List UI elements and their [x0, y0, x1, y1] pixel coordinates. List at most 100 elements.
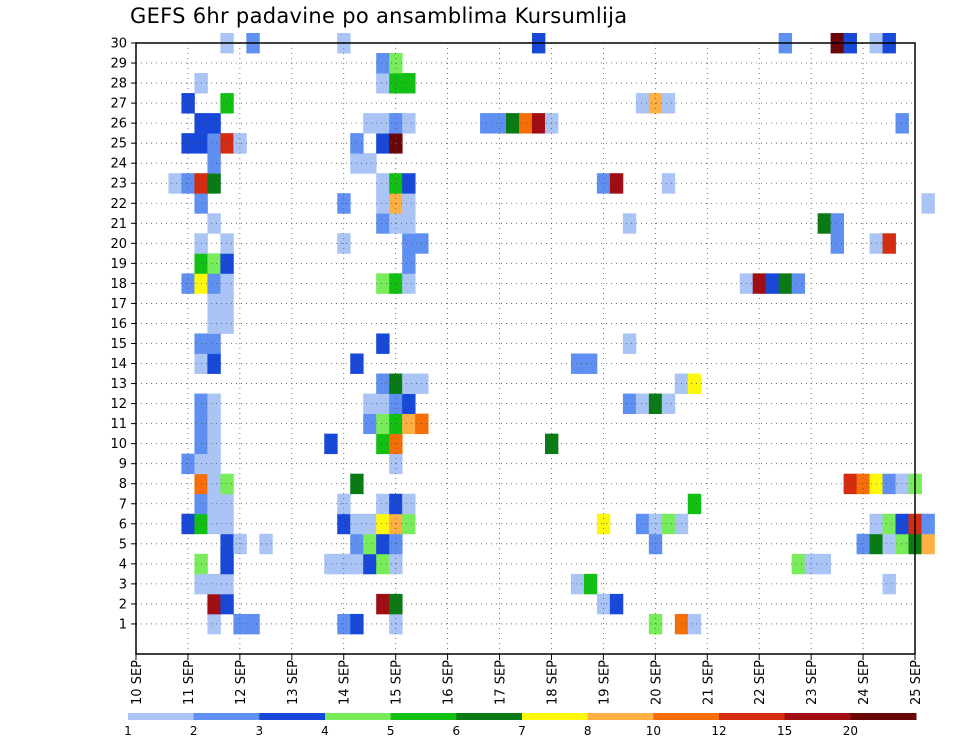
colorbar-swatch [390, 713, 457, 720]
heatmap-cell [635, 513, 650, 535]
heatmap-cell [402, 413, 416, 435]
heatmap-cell [843, 473, 857, 495]
y-tick-label: 14 [110, 357, 127, 372]
colorbar-swatch [128, 713, 195, 720]
heatmap-cell [220, 473, 234, 495]
heatmap-cell [207, 613, 221, 635]
heatmap-cell [817, 553, 832, 575]
y-tick-label: 6 [119, 517, 127, 532]
x-tick-label: 10 SEP [130, 660, 145, 705]
heatmap-cell [376, 113, 390, 134]
heatmap-cell [233, 613, 247, 635]
chart-title: GEFS 6hr padavine po ansamblima Kursumli… [130, 4, 628, 28]
heatmap-cell [376, 593, 390, 615]
heatmap-cell [622, 393, 637, 414]
heatmap-cell [376, 493, 390, 515]
heatmap-cell [376, 513, 390, 535]
plot-frame [135, 42, 916, 655]
x-tick-label: 14 SEP [338, 660, 353, 705]
heatmap-cell [363, 113, 377, 134]
y-tick-label: 21 [110, 217, 127, 232]
x-tick-label: 19 SEP [597, 660, 612, 705]
y-tick-label: 11 [110, 417, 127, 432]
y-tick-label: 27 [110, 97, 127, 112]
heatmap-cell [506, 113, 520, 134]
x-tick-label: 16 SEP [442, 660, 457, 705]
heatmap-cell [220, 533, 234, 555]
heatmap-cell [207, 453, 221, 475]
heatmap-cell [220, 553, 234, 575]
y-tick-label: 1 [119, 617, 127, 632]
heatmap-cell [389, 613, 403, 635]
heatmap-cell [402, 513, 416, 535]
y-tick-label: 25 [110, 137, 127, 152]
heatmap-cell [220, 233, 234, 254]
y-tick-label: 29 [110, 57, 127, 72]
heatmap-cell [895, 473, 909, 495]
colorbar-label: 1 [124, 724, 132, 738]
colorbar-label: 2 [190, 724, 198, 738]
y-tick-label: 13 [110, 377, 127, 392]
colorbar-label: 8 [584, 724, 592, 738]
heatmap-cell [882, 533, 896, 555]
heatmap-cell [622, 213, 637, 234]
heatmap-cell [830, 213, 844, 234]
colorbar-label: 20 [843, 724, 858, 738]
heatmap-cell [207, 113, 221, 134]
colorbar-label: 3 [256, 724, 264, 738]
y-tick-label: 12 [110, 397, 127, 412]
heatmap-cell [687, 493, 702, 515]
y-tick-label: 10 [110, 437, 127, 452]
heatmap-cell [376, 53, 390, 74]
heatmap-cell [402, 253, 416, 274]
heatmap-cell [661, 93, 676, 114]
heatmap-cell [570, 573, 585, 595]
heatmap-cell [376, 273, 390, 294]
colorbar-label: 10 [646, 724, 661, 738]
heatmap-cell [220, 513, 234, 535]
x-tick-label: 24 SEP [857, 660, 872, 705]
heatmap-cell [376, 433, 390, 455]
heatmap-cell [402, 393, 416, 414]
heatmap-cell [324, 433, 338, 455]
heatmap-cell [402, 193, 416, 214]
y-tick-label: 20 [110, 237, 127, 252]
heatmap-cell [207, 593, 221, 615]
colorbar-legend: 1 2 3 4 5 6 7 8 10 12 15 20 [124, 713, 917, 738]
heatmap-cell [635, 393, 650, 414]
heatmap-cell [402, 173, 416, 194]
heatmap-cell [402, 113, 416, 134]
colorbar-swatch [259, 713, 326, 720]
x-axis: 10 SEP 11 SEP 12 SEP 13 SEP 14 SEP 15 SEP 16 S… [130, 654, 924, 705]
heatmap-cell [402, 233, 416, 254]
heatmap-cell [596, 593, 611, 615]
heatmap-cell [220, 493, 234, 515]
heatmap-cell [765, 273, 780, 294]
heatmap-cell [376, 213, 390, 234]
y-tick-label: 22 [110, 197, 127, 212]
heatmap-cell [661, 173, 676, 194]
y-tick-label: 3 [119, 577, 127, 592]
heatmap-cell [856, 533, 870, 555]
heatmap-cell [376, 133, 390, 154]
heatmap-cell [233, 533, 247, 555]
heatmap-cell [376, 533, 390, 555]
y-tick-label: 8 [119, 477, 127, 492]
y-tick-label: 18 [110, 277, 127, 292]
heatmap-cell [389, 553, 403, 575]
heatmap-cell [363, 413, 377, 435]
x-tick-label: 25 SEP [909, 660, 924, 705]
y-tick-label: 30 [110, 37, 127, 52]
y-tick-label: 26 [110, 117, 127, 132]
heatmap-cell [583, 353, 598, 374]
heatmap-cell [220, 313, 234, 334]
heatmap-cell [168, 173, 182, 194]
heatmap-cell [207, 413, 221, 435]
heatmap-cell [220, 253, 234, 274]
y-tick-label: 7 [119, 497, 127, 512]
x-tick-label: 21 SEP [701, 660, 716, 705]
heatmap-cell [376, 333, 390, 354]
heatmap-cell [207, 293, 221, 314]
heatmap-cell [882, 473, 896, 495]
heatmap-cell [519, 113, 533, 134]
